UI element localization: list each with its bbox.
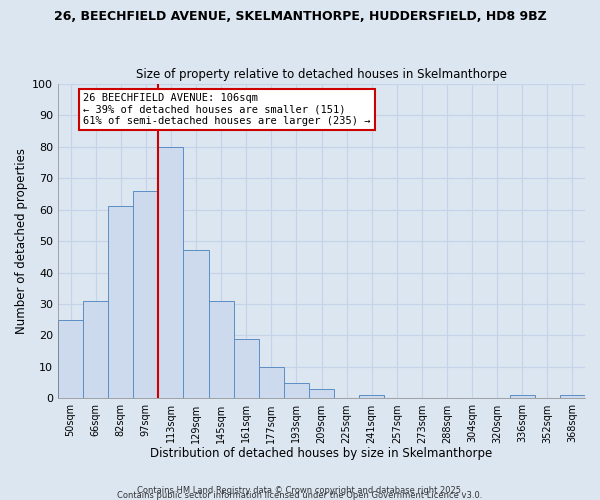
Bar bbox=[58, 320, 83, 398]
Bar bbox=[133, 190, 158, 398]
Text: 26 BEECHFIELD AVENUE: 106sqm
← 39% of detached houses are smaller (151)
61% of s: 26 BEECHFIELD AVENUE: 106sqm ← 39% of de… bbox=[83, 93, 371, 126]
Text: 26, BEECHFIELD AVENUE, SKELMANTHORPE, HUDDERSFIELD, HD8 9BZ: 26, BEECHFIELD AVENUE, SKELMANTHORPE, HU… bbox=[53, 10, 547, 23]
Bar bbox=[259, 367, 284, 398]
Bar bbox=[108, 206, 133, 398]
Text: Contains public sector information licensed under the Open Government Licence v3: Contains public sector information licen… bbox=[118, 491, 482, 500]
Y-axis label: Number of detached properties: Number of detached properties bbox=[15, 148, 28, 334]
Bar bbox=[284, 382, 309, 398]
Bar bbox=[233, 338, 259, 398]
Bar bbox=[209, 301, 233, 398]
X-axis label: Distribution of detached houses by size in Skelmanthorpe: Distribution of detached houses by size … bbox=[151, 447, 493, 460]
Bar bbox=[560, 396, 585, 398]
Text: Contains HM Land Registry data © Crown copyright and database right 2025.: Contains HM Land Registry data © Crown c… bbox=[137, 486, 463, 495]
Title: Size of property relative to detached houses in Skelmanthorpe: Size of property relative to detached ho… bbox=[136, 68, 507, 81]
Bar bbox=[158, 146, 184, 398]
Bar bbox=[83, 301, 108, 398]
Bar bbox=[510, 396, 535, 398]
Bar bbox=[309, 389, 334, 398]
Bar bbox=[359, 396, 384, 398]
Bar bbox=[184, 250, 209, 398]
